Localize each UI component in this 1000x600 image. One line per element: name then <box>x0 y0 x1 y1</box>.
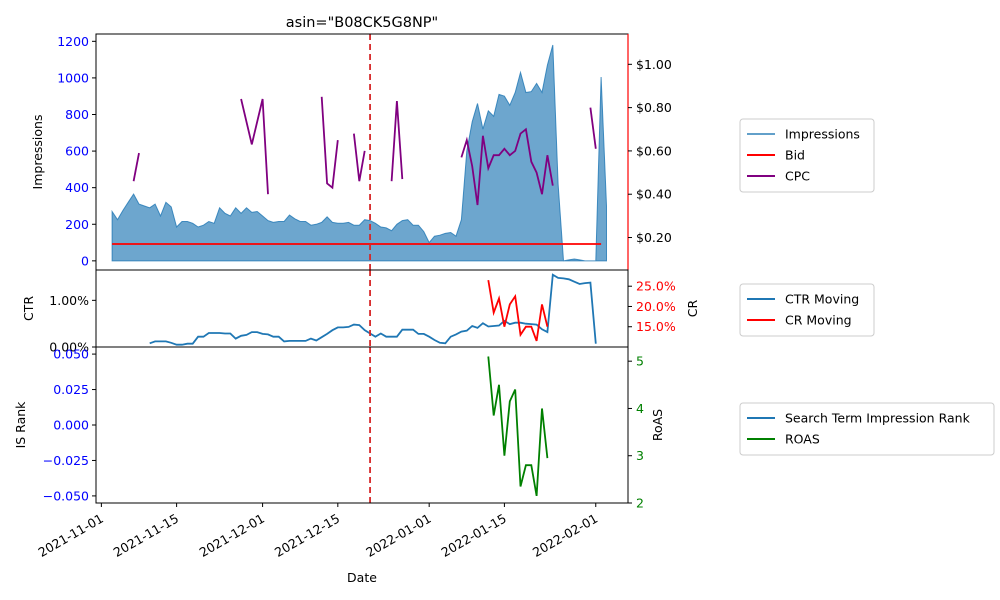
cpc-series-segment <box>353 133 366 182</box>
left-tick-label: 400 <box>65 180 89 195</box>
left-tick-label: 200 <box>65 217 89 232</box>
right-tick-label: 20.0% <box>636 299 676 314</box>
cpc-series-segment <box>320 96 339 190</box>
left-tick-label: 0.050 <box>53 347 89 362</box>
panels: 0 200 400 600 800 1000 1200 $0.20 $0.40 $0.60 $0.8… <box>13 33 700 511</box>
left-tick-label: 1200 <box>57 34 89 49</box>
left-tick-label: 0 <box>81 253 89 268</box>
legend-label: CTR Moving <box>785 292 859 307</box>
legend-box <box>739 283 875 337</box>
right-tick-label: $1.00 <box>636 57 672 72</box>
left-tick-label: 0.000 <box>53 418 89 433</box>
right-tick-label: 5 <box>636 354 644 369</box>
right-tick-label: 3 <box>636 448 644 463</box>
right-tick-label: 25.0% <box>636 279 676 294</box>
impressions-legend: Impressions Bid CPC <box>739 118 875 193</box>
legend-label: CR Moving <box>785 313 852 328</box>
panel-ctr: 0.00% 1.00% 15.0% 20.0% 25.0% CTR CR <box>21 269 700 355</box>
right-tick-label: $0.20 <box>636 230 672 245</box>
legend-label: ROAS <box>785 432 820 447</box>
left-tick-label: 600 <box>65 144 89 159</box>
impressions-plot-area <box>111 44 608 262</box>
cpc-series-segment <box>460 127 554 206</box>
ctr-plot-area <box>149 273 597 346</box>
cpc-series-segment <box>589 107 597 149</box>
chart-title: asin="B08CK5G8NP" <box>286 15 438 31</box>
left-axis-label: CTR <box>21 296 36 321</box>
roas-series <box>487 356 549 497</box>
cr-moving-series <box>487 279 549 342</box>
legend-label: CPC <box>785 169 810 184</box>
legend-box <box>739 118 875 193</box>
left-axis-label: IS Rank <box>13 401 28 449</box>
right-axis-label: RoAS <box>650 409 665 441</box>
left-tick-label: 1.00% <box>49 293 89 308</box>
left-tick-label: 0.00% <box>49 340 89 355</box>
right-tick-label: 15.0% <box>636 319 676 334</box>
left-tick-label: −0.025 <box>43 453 89 468</box>
right-tick-label: 2 <box>636 496 644 511</box>
impressions-series <box>111 44 608 262</box>
x-axis-label: Date <box>347 570 377 585</box>
left-tick-label: 0.025 <box>53 382 89 397</box>
right-tick-label: 4 <box>636 401 644 416</box>
left-tick-label: 800 <box>65 107 89 122</box>
legend-label: Bid <box>785 148 805 163</box>
legend-label: Impressions <box>785 127 860 142</box>
legends: Impressions Bid CPC CTR Moving CR Moving Sear… <box>739 118 995 456</box>
cpc-series-segment <box>132 152 140 182</box>
ctr-moving-series <box>149 273 597 346</box>
right-axis-label: CR <box>685 299 700 317</box>
ctr-legend: CTR Moving CR Moving <box>739 283 875 337</box>
legend-label: Search Term Impression Rank <box>785 411 971 426</box>
right-tick-label: $0.40 <box>636 187 672 202</box>
is_rank-legend: Search Term Impression Rank ROAS <box>739 402 995 456</box>
right-tick-label: $0.80 <box>636 100 672 115</box>
is_rank-plot-area <box>487 356 549 497</box>
left-tick-label: −0.050 <box>43 488 89 503</box>
left-tick-label: 1000 <box>57 70 89 85</box>
legend-box <box>739 402 995 456</box>
right-tick-label: $0.60 <box>636 143 672 158</box>
panel-is_rank: −0.050 −0.025 0.000 0.025 0.050 2 3 4 5 IS Rank Ro… <box>13 346 665 511</box>
cpc-series-segment <box>240 98 269 195</box>
left-axis-label: Impressions <box>30 115 45 190</box>
cpc-series-segment <box>390 101 404 182</box>
